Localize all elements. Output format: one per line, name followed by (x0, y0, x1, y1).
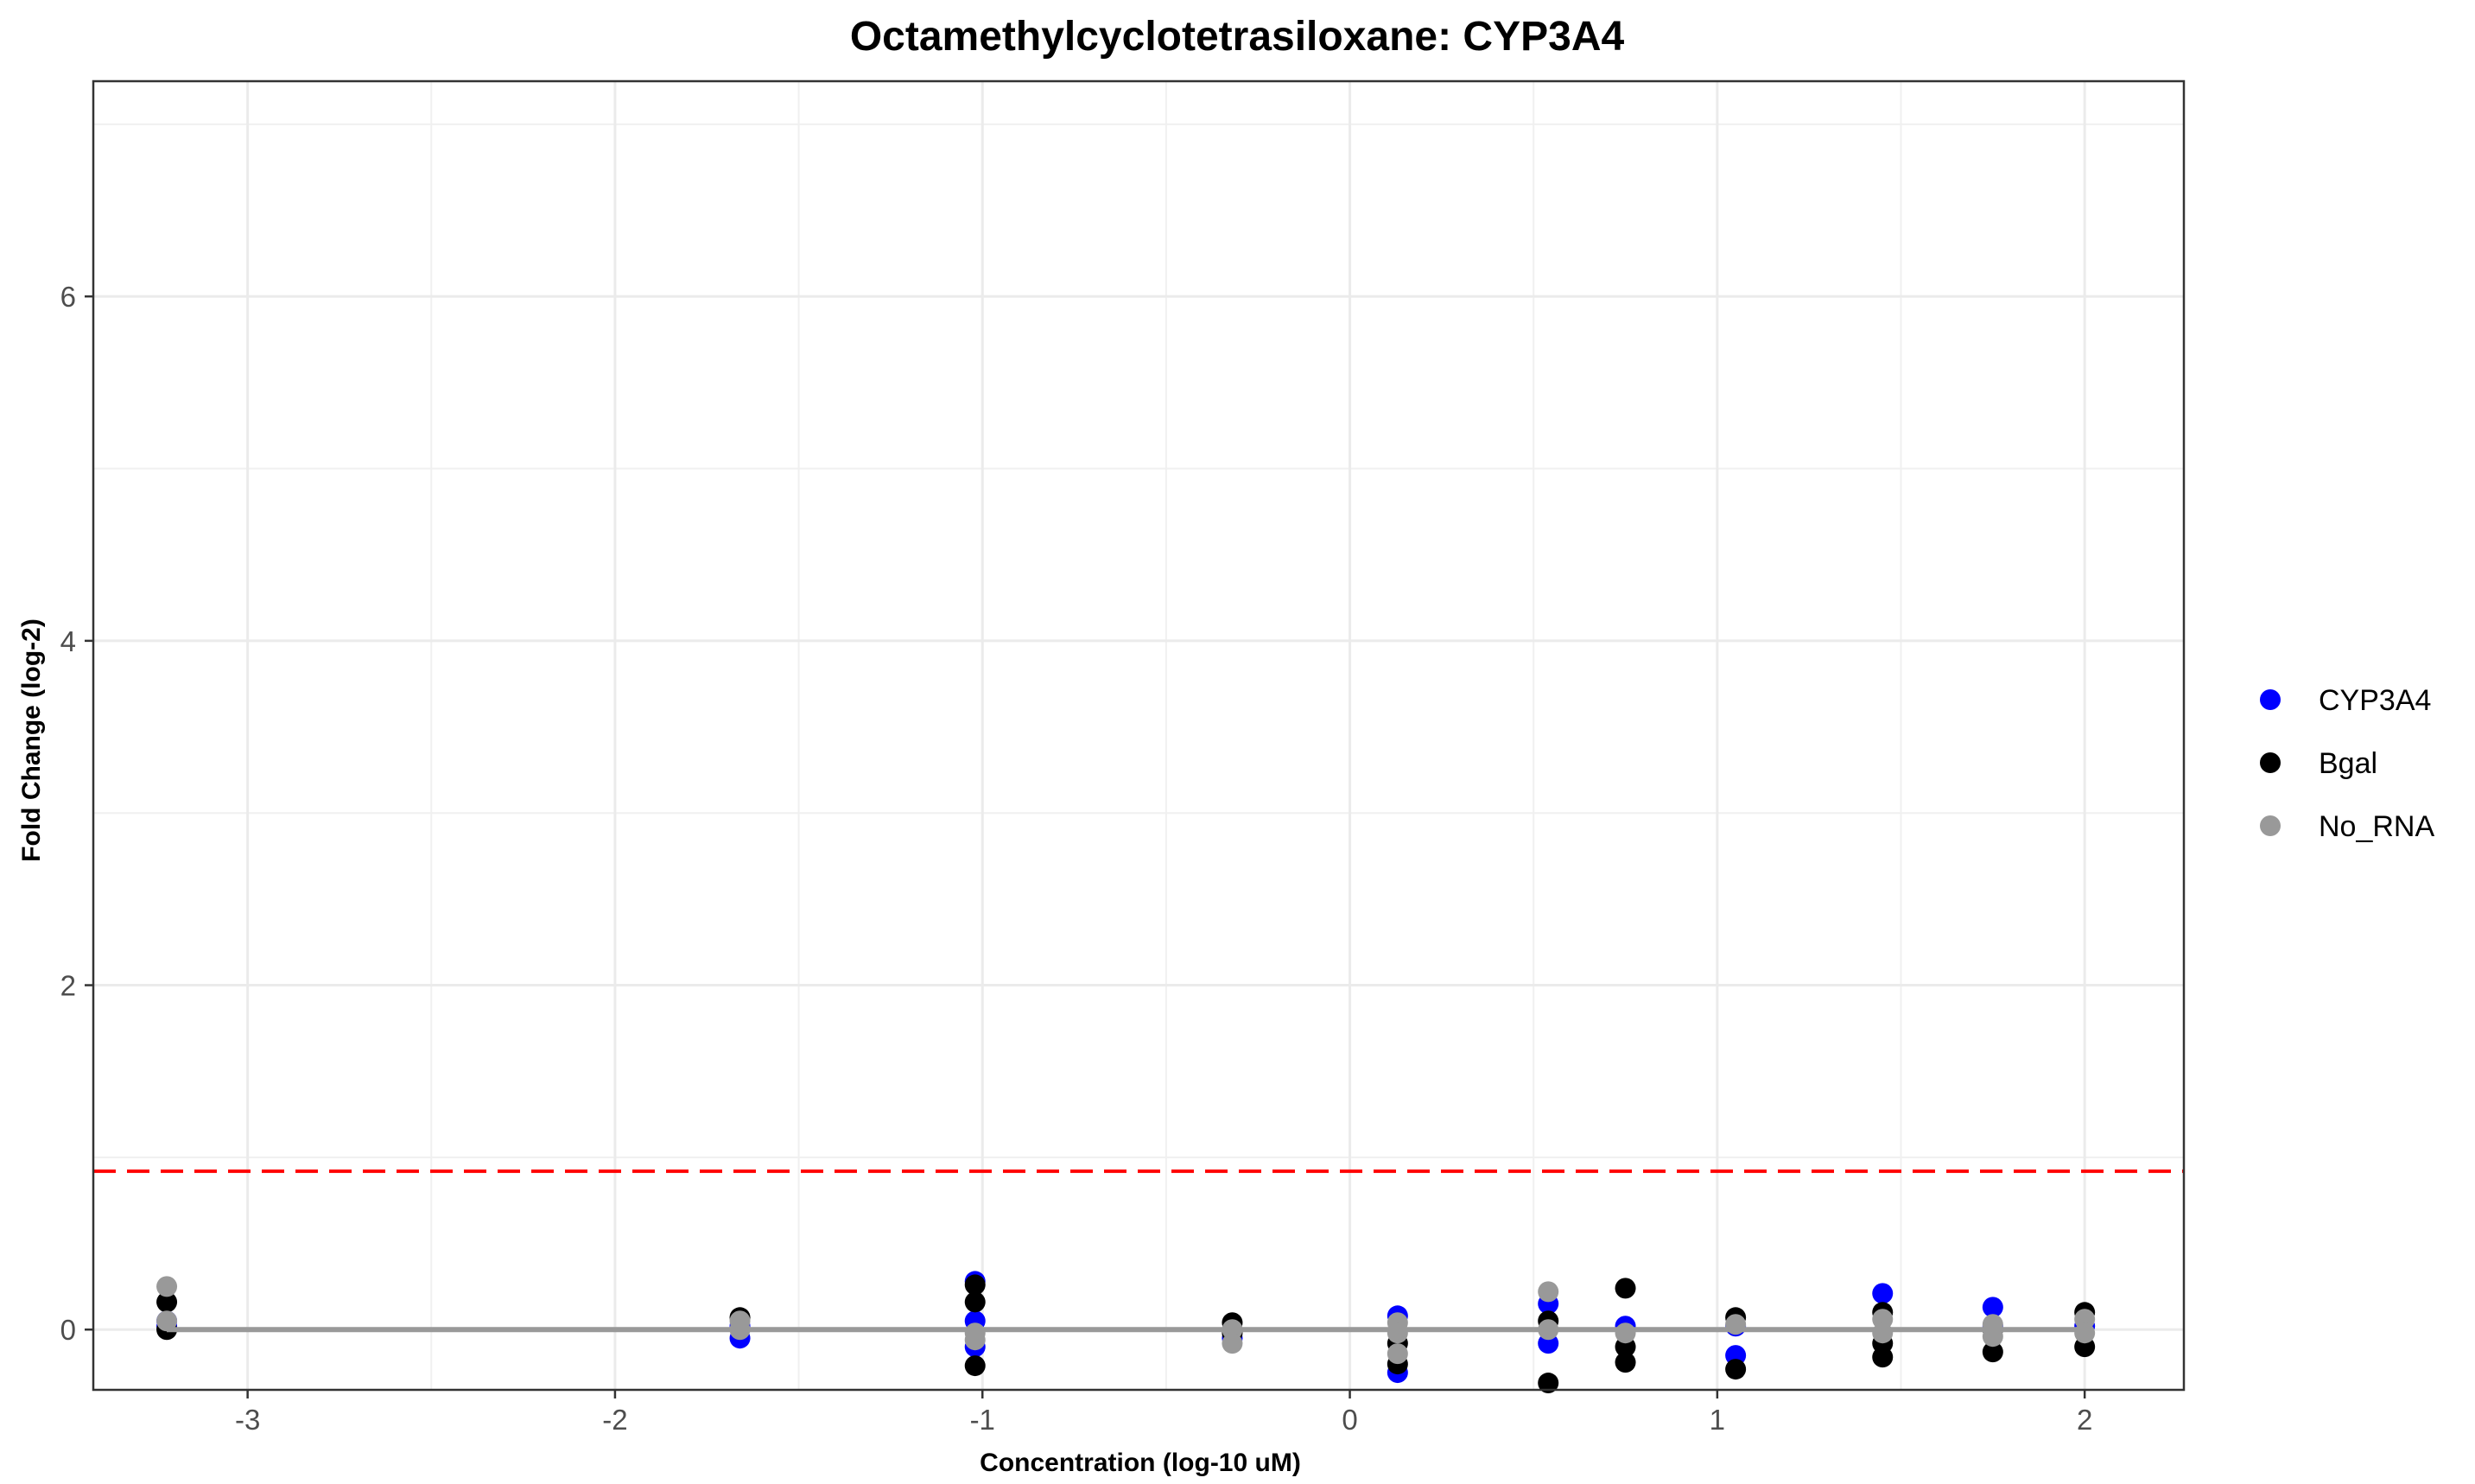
y-axis-title: Fold Change (log-2) (17, 618, 46, 862)
data-point-no-rna (1222, 1333, 1243, 1354)
y-tick-label: 0 (60, 1314, 76, 1346)
legend-label: Bgal (2319, 747, 2377, 780)
data-point-bgal (964, 1355, 986, 1377)
data-point-cyp3a4 (1982, 1297, 2003, 1318)
y-tick-label: 2 (60, 970, 76, 1002)
legend-key-no-rna (2260, 815, 2281, 836)
data-point-bgal (964, 1274, 986, 1296)
data-point-no-rna (1387, 1322, 1408, 1344)
data-point-no-rna (2074, 1322, 2096, 1344)
x-tick-label: -3 (235, 1404, 260, 1436)
data-point-no-rna (1538, 1281, 1559, 1303)
data-point-bgal (156, 1291, 178, 1313)
data-point-no-rna (964, 1329, 986, 1351)
data-point-bgal (1872, 1347, 1894, 1368)
data-point-bgal (1615, 1352, 1636, 1373)
legend: CYP3A4 Bgal No_RNA (2260, 684, 2434, 843)
data-point-bgal (964, 1291, 986, 1313)
legend-key-cyp3a4 (2260, 689, 2281, 710)
data-point-no-rna (156, 1310, 178, 1332)
x-tick-label: 2 (2077, 1404, 2092, 1436)
data-point-bgal (1615, 1278, 1636, 1299)
data-point-bgal (1725, 1359, 1747, 1380)
legend-label: CYP3A4 (2319, 684, 2431, 717)
x-axis-title: Concentration (log-10 uM) (980, 1449, 1301, 1477)
x-tick-label: 0 (1342, 1404, 1357, 1436)
plot-background (93, 81, 2184, 1390)
data-point-no-rna (1615, 1322, 1636, 1344)
legend-label: No_RNA (2319, 810, 2434, 843)
chart-title: Octamethylcyclotetrasiloxane: CYP3A4 (850, 14, 1625, 60)
y-tick-label: 6 (60, 281, 76, 313)
data-point-bgal (1538, 1373, 1559, 1394)
data-point-no-rna (1387, 1343, 1408, 1365)
x-tick-label: -1 (970, 1404, 995, 1436)
x-tick-label: -2 (602, 1404, 627, 1436)
x-tick-label: 1 (1710, 1404, 1725, 1436)
data-point-no-rna (156, 1276, 178, 1297)
plot-area: -3 -2 -1 0 1 2 0 2 4 6 (60, 79, 2186, 1436)
data-point-no-rna (1872, 1322, 1894, 1344)
plot-border (92, 79, 2186, 1392)
data-point-cyp3a4 (1872, 1283, 1894, 1304)
y-tick-label: 4 (60, 625, 76, 657)
legend-key-bgal (2260, 752, 2281, 773)
data-point-bgal (1982, 1341, 2003, 1363)
